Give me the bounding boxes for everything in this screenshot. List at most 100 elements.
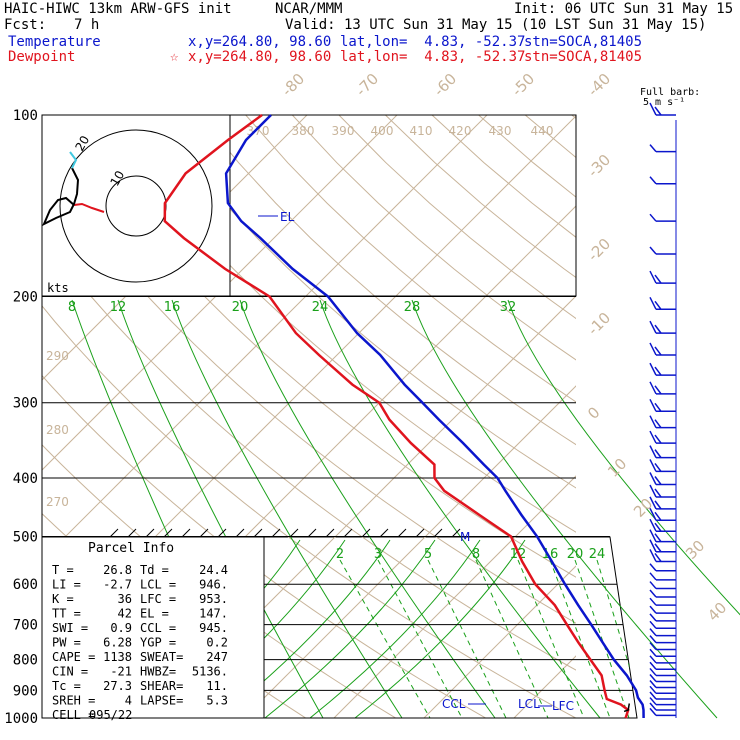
mixratio-line-lower — [517, 559, 585, 718]
barb-flag — [649, 648, 657, 657]
hatch-mark — [289, 528, 299, 538]
dewpoint-station: stn=SOCA,81405 — [524, 49, 643, 65]
wind-barb — [649, 597, 676, 606]
theta-label: 410 — [410, 124, 433, 138]
wind-barb — [649, 642, 676, 651]
adiabat-320 — [58, 115, 576, 578]
barb-flag-half — [654, 300, 662, 310]
isotherm--10 — [333, 475, 576, 718]
barb-flag — [649, 679, 657, 688]
isotherm-10 — [513, 655, 576, 718]
hodograph: 20 10 kts — [41, 114, 231, 297]
hatch-mark — [451, 528, 461, 538]
wind-barb — [649, 648, 676, 658]
hodo-ring-outer — [59, 129, 213, 283]
barb-flag — [649, 507, 657, 521]
adiabat-300 — [42, 234, 576, 671]
theta-left-label: 290 — [46, 349, 69, 363]
wind-barb — [649, 685, 676, 695]
mixratio-label-upper: 28 — [404, 300, 421, 315]
parcel-value2: 24.4 — [199, 563, 228, 577]
barb-flag — [649, 635, 657, 644]
fcst-value: 7 h — [74, 17, 100, 33]
pressure-label: 400 — [13, 471, 38, 487]
barb-legend: Full barb:5 m s⁻¹ — [640, 87, 700, 108]
isotherm-label: 20 — [630, 495, 656, 521]
barb-flag — [649, 270, 657, 284]
pressure-label: 100 — [13, 108, 38, 124]
hatch-mark — [145, 528, 155, 538]
isotherm-label: -40 — [584, 70, 614, 100]
parcel-value2: 946. — [199, 578, 228, 592]
series-dewpoint — [163, 113, 630, 719]
mixratio-line-lower — [475, 559, 549, 718]
barb-flag — [649, 661, 657, 670]
parcel-value2: 147. — [199, 607, 228, 621]
barb-flag — [649, 342, 657, 356]
barb-flag-half — [654, 500, 662, 510]
isotherm--60 — [42, 115, 488, 561]
barb-flag-half — [654, 552, 662, 562]
mixratio-label-upper: 20 — [232, 300, 249, 315]
wind-barb — [649, 661, 676, 670]
hatch-mark — [379, 528, 389, 538]
adiabat-350 — [198, 115, 576, 446]
adiabat-420 — [524, 115, 576, 159]
pressure-label: 600 — [13, 577, 38, 593]
barb-flag-half — [654, 106, 662, 116]
wind-barb — [649, 691, 676, 700]
barb-flag — [649, 563, 657, 572]
mixratio-line-lower — [596, 559, 637, 718]
adiabat-390 — [385, 115, 576, 279]
wind-barb — [649, 679, 676, 689]
hatch-mark — [127, 528, 137, 538]
isotherm-label: -30 — [584, 151, 614, 181]
barb-flag — [649, 398, 657, 412]
barb-flag-half — [654, 476, 662, 485]
barb-flag — [649, 628, 657, 637]
wind-barb — [649, 342, 676, 356]
isotherm-label: -70 — [352, 70, 382, 100]
temperature-station: stn=SOCA,81405 — [524, 34, 643, 50]
mixratio-line-upper — [411, 299, 718, 719]
parcel-key2: EL = — [140, 607, 169, 621]
wind-barb — [649, 613, 676, 622]
moist-adiabat-lower — [264, 539, 436, 718]
series-parcel — [623, 703, 631, 713]
hodo-ring-label: 10 — [107, 168, 127, 188]
isotherm-20 — [604, 115, 740, 718]
barb-flag-half — [654, 419, 662, 429]
barb-flag — [649, 362, 657, 376]
hodo-trace-mid — [42, 167, 80, 227]
hatch-mark — [235, 528, 245, 538]
barb-flag — [649, 674, 657, 683]
wind-barb — [649, 697, 676, 706]
isotherm--20 — [243, 385, 576, 718]
barb-flag — [649, 620, 657, 629]
isotherm-label: -10 — [584, 309, 614, 339]
adiabat-290 — [42, 305, 576, 718]
parcel-value: -21 — [110, 665, 132, 679]
isotherm-label: -60 — [430, 70, 460, 100]
wind-barb — [649, 628, 676, 637]
mixratio-label-upper: 24 — [312, 300, 329, 315]
ccl-label: CCL — [442, 697, 466, 711]
mixratio-line-lower — [549, 559, 611, 718]
barb-flag-half — [654, 385, 662, 395]
adiabat-370 — [291, 115, 576, 361]
freezing-level-hatch — [109, 528, 461, 538]
pressure-label: 900 — [13, 683, 38, 699]
wind-barb — [649, 213, 676, 222]
parcel-value: 36 — [118, 592, 132, 606]
pressure-label: 700 — [13, 618, 38, 634]
init-time: Init: 06 UTC Sun 31 May 15 — [514, 1, 734, 17]
wind-barb — [649, 362, 676, 376]
moist-adiabat-lower — [354, 539, 526, 718]
parcel-key: SWI = — [52, 621, 88, 635]
pressure-label: 500 — [13, 529, 38, 545]
parcel-value2: 0.2 — [206, 636, 228, 650]
hatch-mark — [415, 528, 425, 538]
dewpoint-xy: x,y=264.80, 98.60 — [188, 49, 332, 65]
wind-barb — [649, 572, 676, 581]
